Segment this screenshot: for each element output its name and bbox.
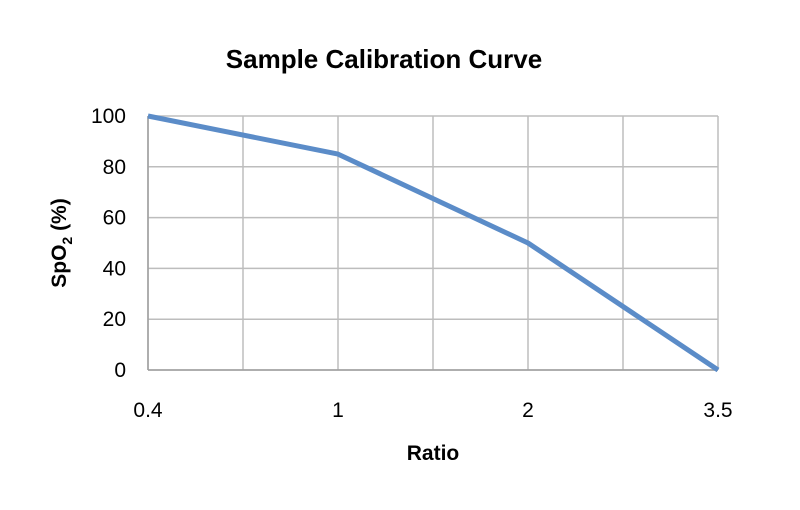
x-tick-label: 0.4 (133, 399, 163, 422)
y-axis-label: SpO2 (%) (48, 198, 75, 287)
y-axis-label-rest: (%) (48, 198, 71, 237)
axes (147, 116, 718, 371)
y-tick-label: 40 (103, 257, 126, 280)
y-tick-label: 0 (114, 359, 126, 382)
series-line (147, 113, 720, 373)
y-axis-label-main: SpO (48, 245, 71, 288)
y-axis-label-subscript: 2 (59, 237, 75, 245)
y-tick-label: 80 (103, 156, 126, 179)
y-tick-label: 20 (103, 308, 126, 331)
y-tick-label: 100 (91, 105, 126, 128)
y-tick-label: 60 (103, 207, 126, 230)
x-tick-label: 1 (332, 399, 344, 422)
x-tick-label: 2 (522, 399, 534, 422)
chart-title: Sample Calibration Curve (226, 44, 542, 74)
x-tick-labels: 0.4 1 2 3.5 (133, 399, 732, 422)
x-axis-label: Ratio (407, 442, 460, 465)
x-tick-label: 3.5 (703, 399, 732, 422)
gridlines (147, 115, 719, 371)
series-group (147, 113, 720, 373)
y-tick-labels: 0 20 40 60 80 100 (91, 105, 126, 382)
